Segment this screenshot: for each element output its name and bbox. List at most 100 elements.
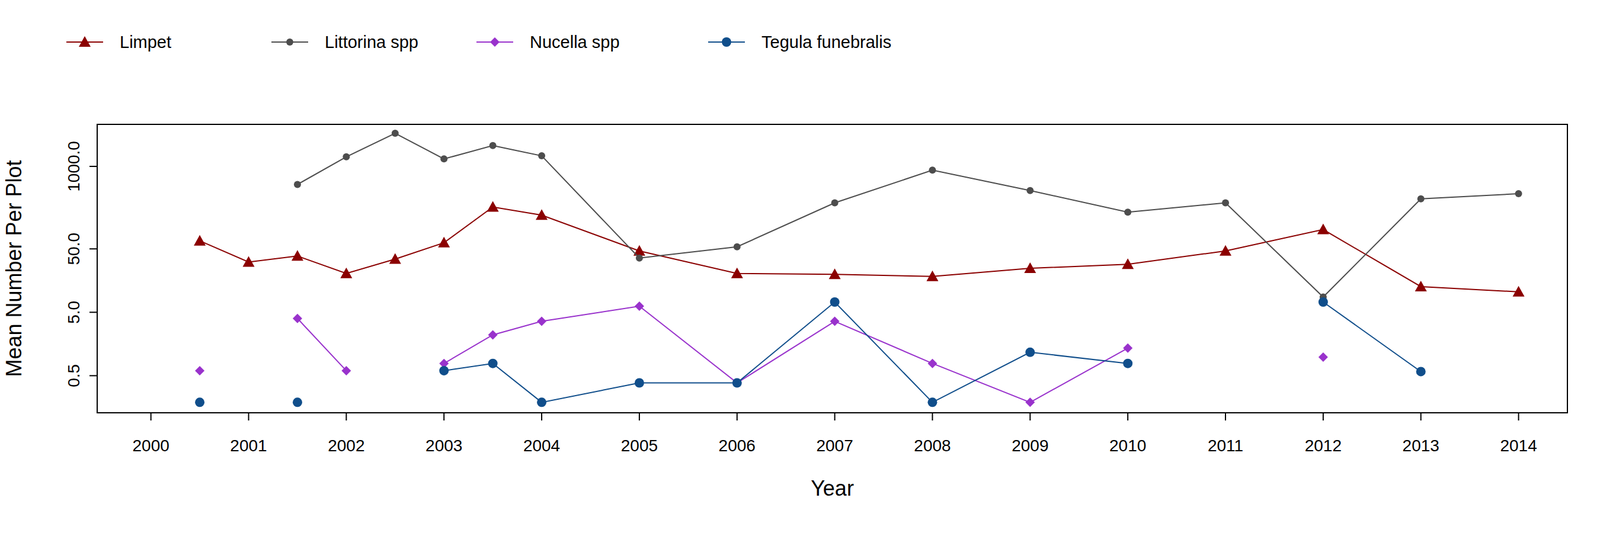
data-point	[194, 397, 205, 408]
data-point	[1416, 366, 1426, 377]
data-point	[1025, 347, 1035, 358]
data-point	[1512, 286, 1525, 297]
x-tick	[1322, 413, 1324, 421]
data-point	[1417, 195, 1425, 203]
x-tick	[443, 413, 445, 421]
x-tick-label: 2012	[1304, 436, 1342, 456]
data-point	[341, 366, 351, 376]
data-point	[1121, 258, 1134, 270]
legend-marker	[286, 38, 294, 46]
x-tick	[1029, 413, 1031, 421]
x-tick-label: 2002	[327, 436, 365, 456]
data-point	[733, 243, 741, 251]
plot-area	[193, 129, 1525, 408]
x-tick-label: 2005	[621, 436, 658, 456]
legend-label: Nucella spp	[529, 32, 620, 52]
data-point	[293, 180, 302, 188]
data-point	[635, 254, 643, 262]
data-point	[193, 235, 206, 246]
y-tick-label: 0.5	[64, 364, 83, 388]
data-point	[1124, 208, 1132, 216]
y-tick	[89, 165, 98, 168]
series-line	[199, 206, 1519, 292]
data-point	[1122, 343, 1133, 354]
data-point	[927, 397, 937, 408]
y-tick	[89, 375, 98, 377]
legend-marker	[78, 36, 91, 47]
x-tick	[638, 413, 640, 421]
data-point	[1317, 224, 1330, 235]
x-tick	[736, 413, 738, 421]
data-point	[1219, 245, 1232, 256]
y-tick-label: 1000.0	[64, 141, 83, 192]
x-tick	[248, 413, 250, 421]
data-point	[292, 314, 303, 324]
data-point	[538, 152, 546, 160]
series-line	[297, 133, 1519, 297]
data-point	[437, 237, 450, 248]
x-tick-label: 2004	[523, 436, 560, 456]
data-point	[488, 330, 498, 340]
x-tick-label: 2009	[1011, 436, 1049, 456]
data-point	[489, 142, 497, 150]
data-point	[1515, 190, 1523, 198]
x-tick	[541, 413, 543, 421]
data-point	[389, 253, 402, 264]
data-point	[928, 166, 936, 174]
legend-marker	[490, 37, 500, 47]
data-point	[1318, 352, 1328, 363]
y-axis-title: Mean Number Per Plot	[1, 160, 27, 377]
data-point	[488, 359, 498, 369]
data-point	[830, 317, 840, 327]
plot-frame	[97, 124, 1568, 414]
y-tick-label: 50.0	[64, 232, 83, 266]
data-point	[194, 366, 205, 376]
data-point	[536, 397, 547, 408]
data-point	[831, 199, 839, 207]
x-tick	[1420, 413, 1422, 421]
data-point	[535, 209, 548, 220]
data-point	[440, 155, 448, 163]
x-tick-label: 2011	[1207, 436, 1244, 456]
data-point	[1415, 280, 1427, 292]
data-point	[829, 268, 841, 280]
x-tick-label: 2010	[1109, 436, 1147, 456]
x-tick-label: 2006	[718, 436, 756, 456]
legend-label: Tegula funebralis	[761, 32, 892, 52]
data-point	[340, 267, 352, 279]
y-tick	[89, 311, 98, 313]
data-point	[1025, 397, 1035, 408]
x-axis-title: Year	[810, 476, 854, 501]
data-point	[291, 250, 304, 261]
data-point	[732, 378, 742, 389]
x-tick	[1224, 413, 1227, 421]
x-tick-label: 2007	[816, 436, 853, 456]
data-point	[536, 317, 547, 327]
data-point	[242, 256, 255, 267]
data-point	[927, 359, 937, 369]
data-point	[1024, 262, 1036, 274]
x-tick-label: 2003	[425, 436, 463, 456]
x-tick	[150, 413, 152, 421]
x-tick	[931, 413, 933, 421]
y-tick-label: 5.0	[64, 301, 83, 325]
data-point	[732, 378, 742, 389]
legend-marker	[721, 37, 732, 47]
data-point	[439, 366, 449, 376]
series-line	[297, 306, 1324, 403]
data-point	[292, 397, 303, 408]
x-tick	[834, 413, 836, 421]
data-point	[1026, 187, 1034, 195]
x-tick-label: 2013	[1402, 436, 1440, 456]
legend-label: Limpet	[119, 32, 172, 52]
data-point	[487, 200, 499, 212]
data-point	[634, 378, 645, 389]
data-point	[391, 129, 399, 137]
x-tick-label: 2014	[1499, 436, 1537, 456]
data-point	[634, 301, 645, 312]
x-tick	[1518, 413, 1520, 421]
x-tick-label: 2008	[913, 436, 951, 456]
chart: 2000200120022003200420052006200720082009…	[0, 0, 1600, 533]
data-point	[830, 297, 840, 307]
data-point	[1318, 297, 1328, 307]
